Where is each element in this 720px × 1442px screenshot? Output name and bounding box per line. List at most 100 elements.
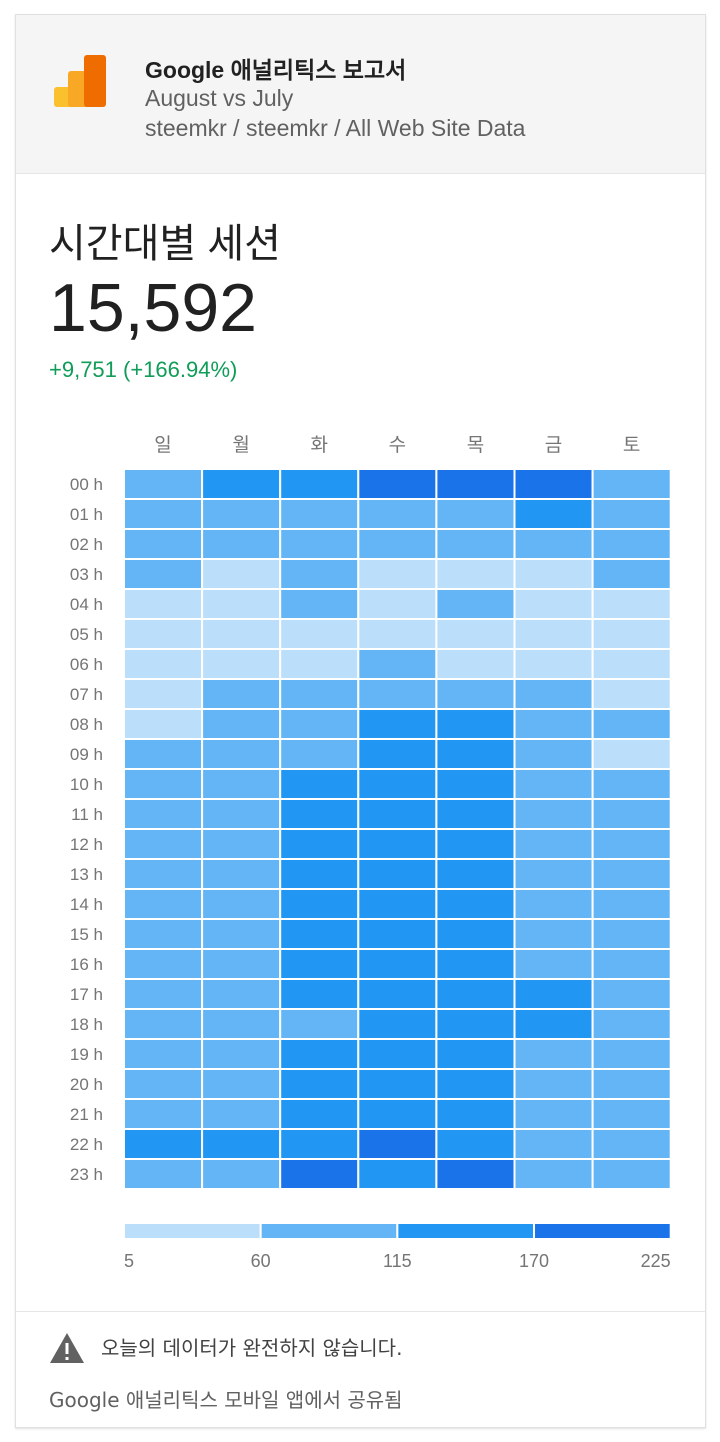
heatmap-cell [201,708,282,740]
heatmap-cell [513,708,594,740]
heatmap-cell [513,648,594,680]
heatmap-cell [435,738,516,770]
heatmap-cell [591,468,672,500]
heatmap-cell [591,828,672,860]
heatmap-cell [279,528,360,560]
heatmap-cell [591,888,672,920]
heatmap-cell [123,768,204,800]
heatmap-cell [435,708,516,740]
heatmap-cell [123,648,204,680]
heatmap-cell [201,1158,282,1190]
heatmap-cell [201,918,282,950]
heatmap-cell [357,1008,438,1040]
heatmap-cell [591,498,672,530]
legend-swatch [533,1222,672,1240]
heatmap-cell [357,918,438,950]
heatmap-cell [591,1158,672,1190]
legend-swatch [259,1222,399,1240]
google-analytics-logo-icon [54,55,106,107]
metric-delta: +9,751 (+166.94%) [49,357,238,382]
heatmap-cell [123,528,204,560]
day-label: 일 [154,434,171,456]
heatmap-cell [279,888,360,920]
hour-label: 04 h [70,595,103,614]
hour-label: 14 h [70,895,103,914]
heatmap-cell [201,1068,282,1100]
heatmap-cell [279,738,360,770]
heatmap-cell [513,558,594,590]
heatmap-cell [591,678,672,710]
report-header: Google 애널리틱스 보고서 August vs July steemkr … [16,15,705,174]
heatmap-cell [201,528,282,560]
heatmap-cell [435,1038,516,1070]
hour-label: 08 h [70,715,103,734]
heatmap-cell [123,738,204,770]
report-property: steemkr / steemkr / All Web Site Data [145,115,526,141]
heatmap-cell [591,618,672,650]
heatmap-cell [279,1128,360,1160]
report-title: Google 애널리틱스 보고서 [145,57,407,83]
legend-label: 225 [641,1251,671,1271]
heatmap-cell [123,558,204,590]
hour-label: 01 h [70,505,103,524]
legend-label: 60 [251,1251,271,1271]
heatmap-cell [513,1008,594,1040]
legend-label: 5 [124,1251,134,1271]
heatmap-cell [513,858,594,890]
heatmap-cell [513,588,594,620]
heatmap-cell [435,1068,516,1100]
heatmap-cell [279,678,360,710]
heatmap-cell [513,1098,594,1130]
heatmap-cell [357,558,438,590]
heatmap-cell [357,948,438,980]
heatmap-cell [279,918,360,950]
heatmap-cell [279,948,360,980]
heatmap-cell [435,918,516,950]
heatmap-cell [357,1098,438,1130]
heatmap-cell [357,1068,438,1100]
heatmap-cell [123,588,204,620]
hour-label: 06 h [70,655,103,674]
heatmap-cell [591,948,672,980]
day-label: 화 [311,434,328,456]
heatmap-cell [513,1128,594,1160]
heatmap-cell [513,1158,594,1190]
hour-label: 07 h [70,685,103,704]
heatmap-cell [357,1158,438,1190]
report-period: August vs July [145,85,294,111]
heatmap-cell [201,1038,282,1070]
heatmap-cell [513,918,594,950]
heatmap-cell [279,768,360,800]
heatmap-cell [201,978,282,1010]
heatmap-cell [513,1038,594,1070]
heatmap-cell [279,618,360,650]
heatmap-cell [591,1068,672,1100]
metric-value: 15,592 [49,270,257,346]
heatmap-cell [591,978,672,1010]
heatmap-cell [123,708,204,740]
heatmap-cell [123,1158,204,1190]
heatmap-cell [279,498,360,530]
heatmap-cell [513,528,594,560]
heatmap-cell [591,768,672,800]
heatmap-cell [435,678,516,710]
heatmap-cell [201,888,282,920]
day-label: 수 [389,434,406,456]
heatmap-cell [201,558,282,590]
heatmap-cell [201,498,282,530]
heatmap-cell [591,558,672,590]
hour-label: 00 h [70,475,103,494]
hour-label: 19 h [70,1045,103,1064]
heatmap-cell [279,1068,360,1100]
legend-label: 115 [383,1251,412,1271]
heatmap-cell [435,888,516,920]
heatmap-cell [513,468,594,500]
heatmap-cell [513,768,594,800]
heatmap-cell [513,738,594,770]
day-label: 목 [467,434,484,456]
heatmap-cell [591,648,672,680]
heatmap-cell [279,798,360,830]
incomplete-data-warning: 오늘의 데이터가 완전하지 않습니다. [101,1336,403,1360]
heatmap-cell [591,1008,672,1040]
heatmap-cell [435,618,516,650]
